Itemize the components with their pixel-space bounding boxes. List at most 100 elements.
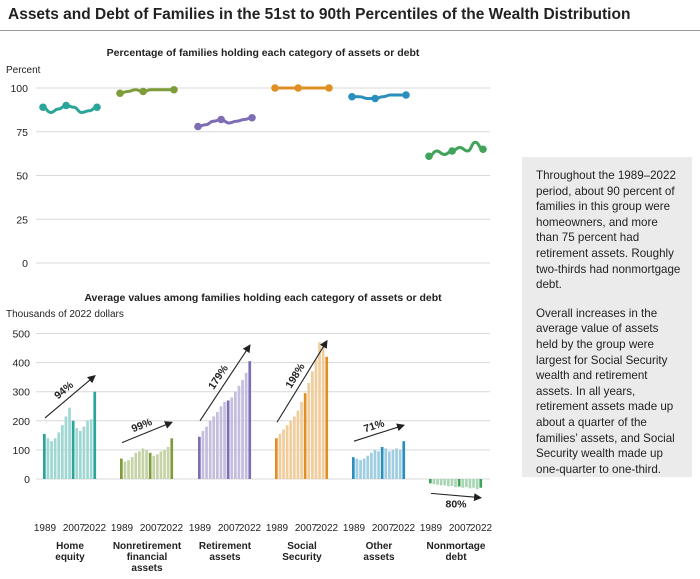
bar: [208, 420, 212, 479]
line-series-nonmortgage: [427, 140, 485, 158]
title-divider: [0, 30, 700, 31]
bar: [234, 391, 237, 479]
bar: [275, 438, 278, 479]
bar: [359, 460, 362, 479]
change-arrow: [353, 423, 405, 442]
line-point: [170, 85, 178, 94]
change-label: 94%: [52, 379, 76, 402]
bar: [61, 425, 64, 479]
bar: [68, 407, 71, 479]
bar-x-tick-label: 1989: [111, 523, 134, 534]
bar-x-tick-label: 2007: [449, 523, 472, 534]
bar: [373, 449, 377, 479]
bar: [226, 400, 230, 479]
bar-x-tick-label: 1989: [189, 523, 212, 534]
line-series-retirement: [196, 116, 254, 128]
bar: [475, 479, 479, 490]
bar: [138, 451, 141, 479]
chart-area: Percentage of families holding each cate…: [6, 47, 493, 574]
bar: [198, 436, 201, 479]
bar: [79, 430, 82, 479]
bar: [43, 433, 46, 479]
line-series-nonretirement: [118, 88, 176, 95]
line-point: [62, 101, 70, 110]
bar: [120, 458, 123, 479]
line-point: [448, 147, 456, 155]
bar: [325, 356, 329, 479]
bar: [201, 430, 205, 479]
change-arrow: [199, 344, 251, 422]
bar: [370, 452, 373, 479]
bar: [450, 479, 454, 486]
bar: [307, 382, 311, 479]
bar: [439, 479, 443, 486]
change-label: 198%: [283, 361, 308, 391]
bar: [436, 479, 439, 485]
bar: [156, 454, 159, 479]
category-label: financial: [127, 552, 168, 563]
bar-x-tick-label: 2022: [316, 523, 339, 534]
bar: [285, 425, 289, 479]
bar: [362, 458, 366, 479]
line-point: [217, 115, 225, 124]
bar: [93, 391, 97, 479]
category-label: Security: [282, 552, 322, 563]
bar: [278, 433, 282, 479]
line-chart-title: Percentage of families holding each cate…: [107, 47, 420, 59]
bar: [457, 479, 461, 487]
bar: [391, 449, 395, 479]
bar: [212, 416, 216, 479]
bar: [123, 461, 127, 479]
bar: [443, 479, 447, 486]
category-label: Social: [287, 541, 317, 552]
bar-x-tick-label: 2022: [470, 523, 493, 534]
bar: [472, 479, 475, 488]
page-title: Assets and Debt of Families in the 51st …: [8, 6, 631, 23]
bar-tick-label: 0: [24, 474, 30, 486]
bar-tick-label: 300: [12, 387, 30, 399]
bar: [398, 449, 402, 479]
line-point: [93, 103, 101, 112]
bar: [289, 420, 293, 479]
bar: [384, 448, 388, 479]
bar: [479, 479, 483, 488]
bar: [248, 361, 252, 479]
line-tick-label: 100: [10, 83, 28, 95]
bar: [216, 412, 219, 479]
bar: [366, 455, 370, 479]
bar: [461, 479, 465, 488]
bar: [152, 455, 156, 479]
bar: [402, 441, 406, 479]
bar: [205, 426, 208, 479]
line-series-other: [350, 93, 408, 100]
bar: [318, 342, 321, 479]
bar: [303, 393, 307, 479]
bar: [380, 446, 384, 479]
bar-x-tick-label: 2022: [84, 523, 107, 534]
bar-x-tick-label: 2022: [239, 523, 262, 534]
bar-x-tick-label: 2007: [140, 523, 163, 534]
bar-x-tick-label: 1989: [420, 523, 443, 534]
line-point: [325, 84, 333, 92]
bar-x-tick-label: 2022: [393, 523, 416, 534]
category-label: Nonretirement: [113, 541, 182, 552]
line-tick-label: 50: [16, 171, 28, 183]
bar: [377, 451, 380, 479]
line-point: [425, 152, 433, 161]
change-arrow: [430, 492, 482, 502]
bar-tick-label: 200: [12, 416, 30, 428]
bar: [447, 479, 450, 487]
change-label: 179%: [206, 362, 231, 392]
change-label: 80%: [445, 499, 467, 511]
bar-tick-label: 400: [12, 358, 30, 370]
line-point: [116, 89, 124, 98]
bar: [57, 432, 61, 479]
bar-x-tick-label: 2007: [372, 523, 395, 534]
line-point: [479, 145, 487, 154]
bar: [130, 457, 134, 479]
category-label: Retirement: [199, 541, 252, 552]
line-tick-label: 25: [16, 214, 28, 226]
line-point: [294, 84, 302, 92]
bar: [311, 371, 314, 479]
bar: [241, 380, 244, 479]
